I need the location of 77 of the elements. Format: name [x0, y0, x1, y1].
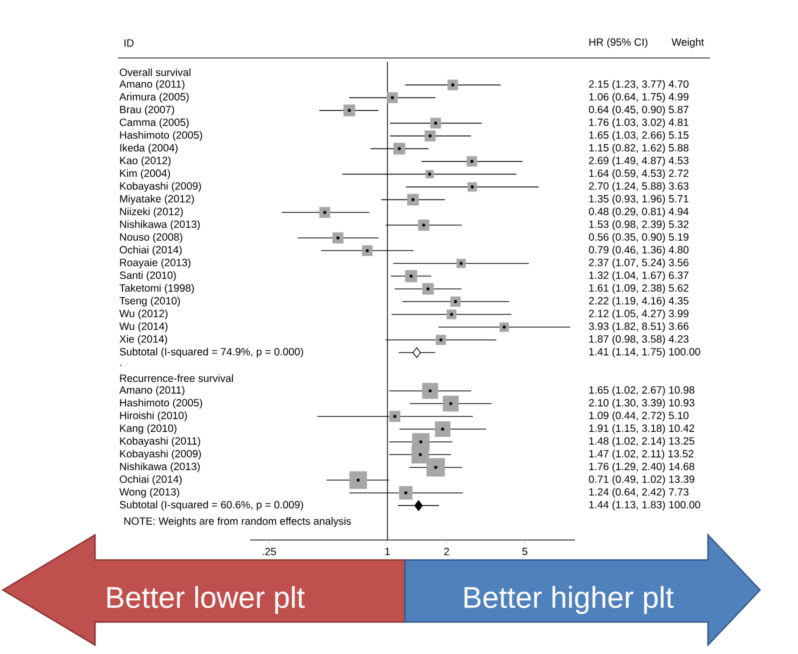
y-tick-label: Ochiai (2014) — [120, 475, 182, 485]
text: HR (95% CI) — [589, 38, 648, 48]
text: 0.79 (0.46, 1.36) 4.80 — [588, 246, 688, 256]
text: 3.93 (1.82, 8.51) 3.66 — [588, 322, 688, 332]
text: Better lower plt — [107, 586, 305, 614]
text: 1.64 (0.59, 4.53) 2.72 — [589, 169, 688, 180]
y-tick-label: Kobayashi (2009) — [120, 450, 201, 460]
y-tick-label: Hashimoto (2005) — [120, 131, 202, 141]
y-tick-label: Kobayashi (2009) — [120, 182, 201, 192]
text: 1.76 (1.29, 2.40) 14.68 — [589, 462, 694, 472]
text: 1.09 (0.44, 2.72) 5.10 — [589, 411, 688, 422]
y-tick-label: Wu (2014) — [119, 322, 168, 332]
y-tick-label: Brau (2007) — [120, 106, 174, 116]
y-tick-label: Kobayashi (2011) — [120, 436, 200, 447]
y-tick-label: Nishikawa (2013) — [120, 462, 200, 472]
y-tick-label: Amano (2011) — [119, 386, 184, 396]
y-tick-label: Hashimoto (2005) — [120, 398, 202, 408]
y-tick-label: Kim (2004) — [120, 169, 170, 180]
text: 1.48 (1.02, 2.14) 13.25 — [589, 436, 694, 447]
y-tick-label: Subtotal (I-squared = 74.9%, p = 0.000) — [120, 348, 304, 358]
text: 2.15 (1.23, 3.77) 4.70 — [589, 80, 688, 90]
x-tick-label: .25 — [262, 548, 276, 556]
y-tick-label: Roayaie (2013) — [120, 258, 190, 268]
y-tick-label: Taketomi (1998) — [120, 284, 194, 294]
y-tick-label: Amano (2011) — [119, 80, 184, 90]
text: 1.47 (1.02, 2.11) 13.52 — [589, 450, 694, 460]
y-tick-label: Xie (2014) — [120, 334, 168, 345]
text: 1.24 (0.64, 2.42) 7.73 — [589, 488, 688, 498]
text: 1.87 (0.98, 3.58) 4.23 — [589, 334, 688, 345]
text: 1.65 (1.03, 2.66) 5.15 — [589, 131, 688, 141]
text: Weight — [672, 38, 704, 48]
text: 1.06 (0.64, 1.75) 4.99 — [589, 92, 688, 103]
text: 2.37 (1.07, 5.24) 3.56 — [589, 258, 688, 268]
text: 0.56 (0.35, 0.90) 5.19 — [588, 233, 688, 243]
y-tick-label: Kang (2010) — [120, 424, 176, 434]
y-tick-label: . — [120, 364, 122, 366]
y-tick-label: Arimura (2005) — [119, 92, 189, 103]
text: NOTE: Weights are from random effects analysis — [124, 517, 351, 527]
y-tick-label: Miyatake (2012) — [120, 194, 194, 205]
y-tick-label: Tseng (2010) — [120, 296, 180, 307]
y-tick-label: Camma (2005) — [120, 118, 189, 128]
text: 1.53 (0.98, 2.39) 5.32 — [589, 220, 688, 230]
text: 2.12 (1.05, 4.27) 3.99 — [589, 309, 688, 320]
x-tick-label: 1 — [385, 548, 390, 555]
y-tick-label: Recurrence-free survival — [120, 374, 233, 382]
text: 1.35 (0.93, 1.96) 5.71 — [589, 194, 688, 205]
text: 0.48 (0.29, 0.81) 4.94 — [588, 208, 689, 218]
y-tick-label: Nouso (2008) — [120, 233, 182, 243]
text: 0.64 (0.45, 0.90) 5.87 — [588, 106, 688, 116]
text: 0.71 (0.49, 1.02) 13.39 — [588, 475, 694, 485]
y-tick-label: Santi (2010) — [120, 271, 176, 282]
y-tick-label: Kao (2012) — [120, 156, 171, 166]
text: 1.61 (1.09, 2.38) 5.62 — [589, 284, 688, 294]
text: 1.76 (1.03, 3.02) 4.81 — [589, 118, 688, 128]
text: 1.15 (0.82, 1.62) 5.88 — [589, 144, 688, 154]
x-tick-label: 2 — [444, 548, 449, 556]
y-tick-label: Niizeki (2012) — [120, 208, 183, 218]
text: Better higher plt — [464, 586, 674, 614]
y-tick-label: Overall survival — [120, 68, 190, 76]
text: 2.22 (1.19, 4.16) 4.35 — [589, 296, 688, 307]
text: 1.91 (1.15, 3.18) 10.42 — [589, 424, 694, 434]
y-tick-label: Hiroishi (2010) — [120, 411, 187, 422]
y-tick-label: Wu (2012) — [119, 309, 168, 320]
text: 1.44 (1.13, 1.83) 100.00 — [589, 500, 700, 510]
text: 1.41 (1.14, 1.75) 100.00 — [589, 348, 700, 358]
y-tick-label: Ikeda (2004) — [120, 144, 178, 154]
y-tick-label: Nishikawa (2013) — [120, 220, 200, 230]
text: 2.69 (1.49, 4.87) 4.53 — [589, 156, 688, 166]
y-tick-label: Subtotal (I-squared = 60.6%, p = 0.009) — [120, 500, 304, 510]
text: 2.10 (1.30, 3.39) 10.93 — [589, 398, 694, 408]
text: 1.32 (1.04, 1.67) 6.37 — [589, 271, 688, 282]
y-tick-label: Wong (2013) — [119, 488, 180, 498]
y-tick-label: Ochiai (2014) — [120, 246, 182, 256]
y-axis-title: ID — [124, 39, 134, 47]
x-tick-label: 5 — [522, 548, 528, 556]
text: 2.70 (1.24, 5.88) 3.63 — [589, 182, 688, 192]
text: 1.65 (1.02, 2.67) 10.98 — [589, 386, 694, 396]
